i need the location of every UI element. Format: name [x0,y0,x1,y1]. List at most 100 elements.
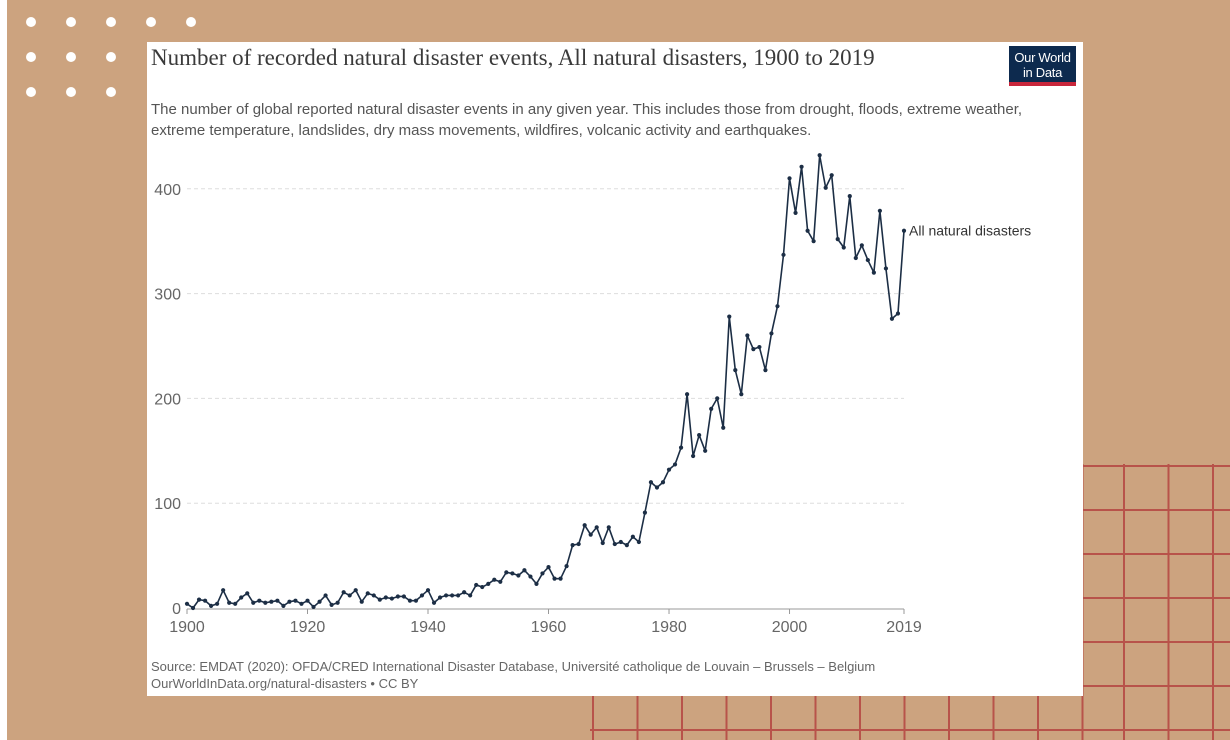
owid-logo[interactable]: Our World in Data [1009,46,1076,86]
x-tick-label: 1960 [531,619,567,636]
y-tick-label: 100 [154,496,181,513]
data-point [202,598,208,603]
data-point [865,257,870,263]
data-point [654,485,660,490]
data-point [829,173,834,178]
chart-subtitle: The number of global reported natural di… [151,101,1023,139]
data-point [341,590,346,595]
data-point [245,591,250,596]
data-point [196,597,202,602]
data-point [528,574,533,579]
gridlines [187,188,904,504]
data-point [582,523,587,528]
data-point [293,598,298,603]
data-point [805,228,810,233]
data-point [510,571,515,576]
x-tick-label: 1900 [169,619,205,636]
data-point [594,525,599,530]
data-point [431,600,437,605]
data-point [209,603,214,609]
data-point [889,316,895,321]
data-point [588,532,593,537]
data-point [871,270,876,275]
data-point [299,601,304,606]
data-point [498,579,503,584]
data-point [522,568,527,573]
data-point [811,239,816,244]
x-axis: 1900 1920 1940 1960 1980 2000 2019 [169,608,922,636]
data-point [660,480,666,485]
data-point [251,600,256,605]
data-point [697,432,702,438]
chart-card: Number of recorded natural disaster even… [147,42,1083,696]
data-point [703,448,708,453]
data-point [799,164,804,169]
data-point [184,601,190,606]
data-point [558,576,563,581]
data-point [437,595,443,600]
data-point [630,534,635,539]
y-axis-ticks: 0 100 200 300 400 [154,182,181,618]
x-tick-label: 2019 [886,619,922,636]
data-point [546,565,551,570]
data-point [847,194,852,199]
decorative-dot-pattern [26,17,196,97]
data-point [835,237,840,242]
data-point [672,462,678,467]
data-point [365,591,370,596]
x-tick-label: 1980 [651,619,687,636]
data-point [227,600,232,605]
data-point [618,539,623,545]
data-point [877,208,882,213]
data-point [456,593,461,598]
data-point [576,541,581,547]
data-point [450,593,455,598]
data-point [733,368,738,373]
data-point [221,588,226,593]
data-point [371,593,376,598]
data-point [763,368,768,373]
data-point [793,210,798,216]
data-point [775,304,780,309]
source-link[interactable]: OurWorldInData.org/natural-disasters • C… [151,676,419,691]
series-points [184,153,907,611]
data-point [311,604,316,610]
data-point [883,266,889,271]
source-line-1: Source: EMDAT (2020): OFDA/CRED Internat… [151,659,876,674]
data-point [540,571,545,576]
data-point [413,598,419,603]
data-point [751,347,756,352]
data-point [841,245,846,250]
data-point [329,602,334,607]
data-point [564,563,569,569]
data-point [715,396,720,401]
data-point [624,543,629,548]
data-point [281,603,286,609]
data-point [353,588,358,593]
line-chart: 0 100 200 300 400 1900 1920 1940 1960 1980 2000 20… [154,153,1031,636]
data-point [269,599,274,604]
data-point [642,510,648,515]
series-line [186,154,905,609]
data-point [570,543,575,548]
data-point [401,594,407,599]
data-point [666,467,672,472]
data-point [727,314,732,319]
data-point [335,600,340,605]
logo-line-2: in Data [1022,65,1063,80]
data-point [425,588,431,593]
data-point [823,185,828,190]
data-point [233,601,238,606]
data-point [377,597,382,602]
data-point [395,594,400,599]
data-point [648,480,654,485]
data-point [492,577,497,582]
data-point [383,595,388,600]
y-tick-label: 400 [154,182,181,199]
data-point [636,539,641,545]
data-point [781,252,786,257]
data-point [901,228,907,233]
data-point [263,600,268,605]
data-point [287,599,292,604]
data-point [516,573,521,578]
